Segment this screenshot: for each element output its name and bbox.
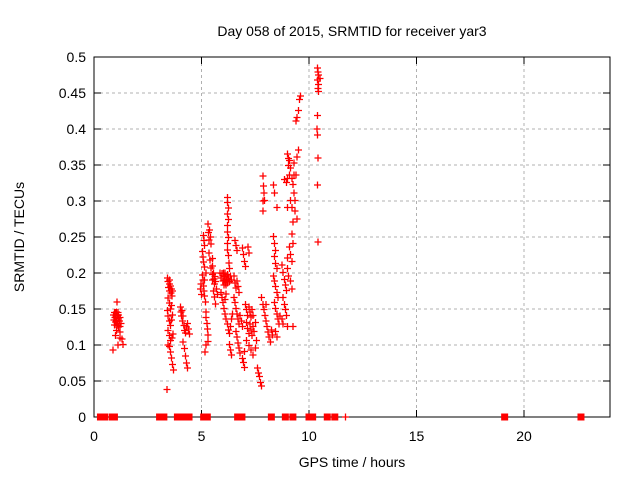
y-tick-label: 0.15 [59,301,86,317]
y-axis-label: SRMTID / TECUs [11,182,27,292]
square-marker [101,413,109,421]
chart-title: Day 058 of 2015, SRMTID for receiver yar… [217,23,486,39]
data-points [96,64,585,421]
y-tick-label: 0.4 [67,121,87,137]
y-tick-label: 0.3 [67,193,87,209]
square-marker [234,413,242,421]
square-marker [323,413,331,421]
square-marker [289,413,297,421]
square-marker [267,413,275,421]
square-marker [96,413,104,421]
square-marker [185,413,193,421]
x-tick-label: 20 [516,428,532,444]
y-tick-label: 0.1 [67,337,87,353]
plus-markers [109,64,349,421]
square-marker [501,413,509,421]
square-marker [180,413,188,421]
x-tick-label: 15 [409,428,425,444]
square-marker [200,413,208,421]
square-marker [331,413,339,421]
grid-lines [93,56,610,418]
square-marker [577,413,585,421]
x-tick-label: 5 [198,428,206,444]
square-marker [281,413,289,421]
x-tick-label: 0 [90,428,98,444]
y-tick-label: 0.2 [67,265,87,281]
y-tick-label: 0 [78,409,86,425]
square-marker [305,413,313,421]
square-marker [160,413,168,421]
tick-labels: 0 5 10 15 20 0 0.05 0.1 0.15 0.2 0.25 0.3 0.35 0.4 0.4… [59,49,532,444]
square-marker [156,413,164,421]
square-marker [110,413,118,421]
y-tick-label: 0.5 [67,49,87,65]
y-tick-label: 0.25 [59,229,86,245]
square-marker [309,413,317,421]
square-marker [203,413,211,421]
x-tick-label: 10 [301,428,317,444]
x-axis-label: GPS time / hours [299,454,406,470]
y-tick-label: 0.45 [59,85,86,101]
square-marker [176,413,184,421]
y-tick-label: 0.05 [59,373,86,389]
square-marker [238,413,246,421]
y-tick-label: 0.35 [59,157,86,173]
